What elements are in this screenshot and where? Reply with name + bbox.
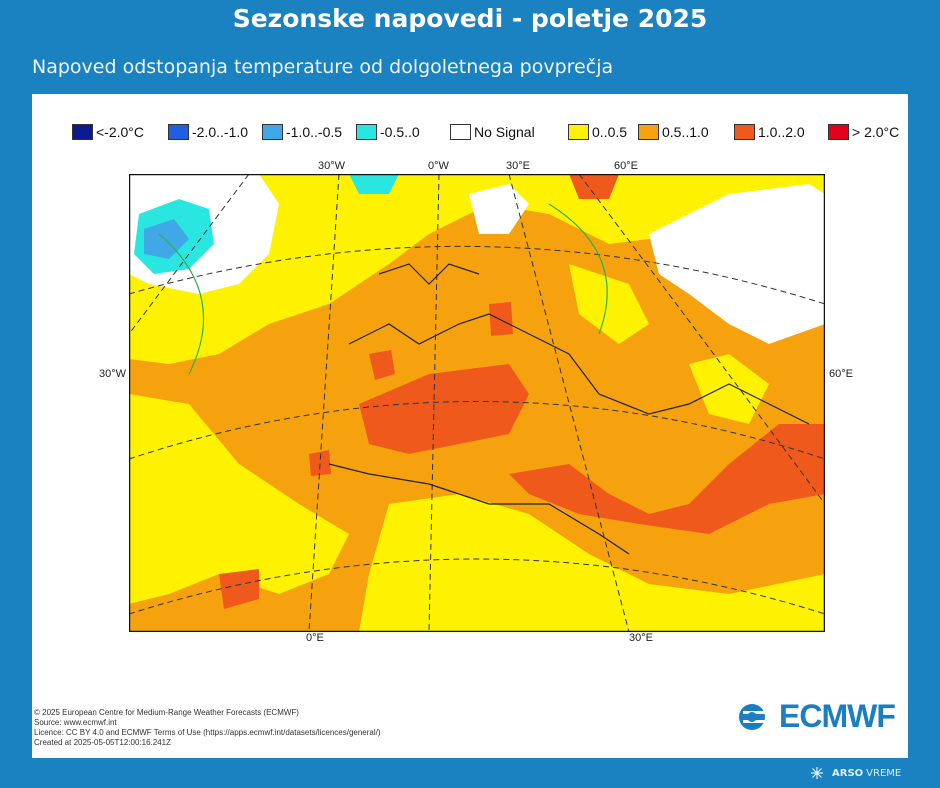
- coord-label-top: 30°E: [506, 160, 530, 172]
- legend-item: -1.0..-0.5: [262, 122, 342, 142]
- coord-label-right: 60°E: [829, 368, 853, 380]
- legend-swatch: [168, 124, 189, 140]
- legend-swatch: [734, 124, 755, 140]
- legend-item: No Signal: [450, 122, 535, 142]
- arso-brand: ARSO VREME: [810, 766, 901, 780]
- temperature-anomaly-map: [129, 174, 825, 632]
- anomaly-0-0.5-region: [689, 354, 769, 424]
- legend-item: -0.5..0: [356, 122, 420, 142]
- legend-label: -0.5..0: [380, 124, 420, 140]
- legend-label: -1.0..-0.5: [286, 124, 343, 140]
- page-subtitle: Napoved odstopanja temperature od dolgol…: [32, 56, 614, 78]
- no-signal-region: [469, 184, 529, 234]
- significance-contour: [158, 203, 608, 375]
- ecmwf-logo: ECMWF: [737, 698, 896, 735]
- legend-label: > 2.0°C: [852, 124, 900, 140]
- anomaly-minus-1.0-minus-0.5-region: [144, 219, 189, 259]
- map-panel: <-2.0°C -2.0..-1.0 -1.0..-0.5 -0.5..0 No…: [32, 94, 908, 758]
- map-frame: [129, 174, 825, 632]
- legend-swatch: [828, 124, 849, 140]
- coord-label-bottom: 30°E: [629, 632, 653, 644]
- legend-item: > 2.0°C: [828, 122, 899, 142]
- legend-label: <-2.0°C: [96, 124, 145, 140]
- ecmwf-logo-text: ECMWF: [779, 698, 896, 734]
- legend-swatch: [638, 124, 659, 140]
- coord-label-top: 30°W: [318, 160, 346, 172]
- legend-swatch: [262, 124, 283, 140]
- coord-label-top: 0°W: [428, 160, 449, 172]
- legend: <-2.0°C -2.0..-1.0 -1.0..-0.5 -0.5..0 No…: [72, 122, 912, 142]
- footer-copyright: © 2025 European Centre for Medium-Range …: [34, 708, 299, 717]
- legend-label: 1.0..2.0: [758, 124, 805, 140]
- footer-source: Source: www.ecmwf.int: [34, 718, 117, 727]
- legend-swatch: [72, 124, 93, 140]
- no-signal-region: [649, 184, 825, 344]
- anomaly-1.0-2.0-region: [509, 424, 825, 534]
- arso-brand-bold: ARSO: [832, 767, 864, 779]
- anomaly-1.0-2.0-region: [309, 450, 331, 476]
- coord-label-bottom: 0°E: [306, 632, 324, 644]
- graticule: [129, 174, 825, 632]
- legend-item: -2.0..-1.0: [168, 122, 248, 142]
- anomaly-0-0.5-region: [569, 264, 649, 344]
- footer-created: Created at 2025-05-05T12:00:16.241Z: [34, 738, 171, 747]
- anomaly-1.0-2.0-region: [489, 302, 513, 336]
- legend-label: No Signal: [474, 124, 535, 140]
- legend-swatch: [356, 124, 377, 140]
- legend-item: 0.5..1.0: [638, 122, 709, 142]
- footer-licence: Licence: CC BY 4.0 and ECMWF Terms of Us…: [34, 728, 381, 737]
- anomaly-0-0.5-region: [359, 494, 825, 632]
- legend-label: 0.5..1.0: [662, 124, 709, 140]
- ecmwf-logo-icon: [739, 703, 773, 730]
- anomaly-1.0-2.0-region: [369, 350, 395, 380]
- anomaly-1.0-2.0-region: [219, 569, 259, 609]
- anomaly-minus-0.5-0-region: [349, 174, 399, 194]
- snowflake-icon: [811, 767, 823, 779]
- legend-label: 0..0.5: [592, 124, 628, 140]
- legend-swatch: [450, 124, 471, 140]
- legend-swatch: [568, 124, 589, 140]
- legend-item: <-2.0°C: [72, 122, 144, 142]
- coord-label-top: 60°E: [614, 160, 638, 172]
- anomaly-1.0-2.0-region: [569, 174, 619, 199]
- anomaly-0-0.5-region: [129, 174, 825, 364]
- page-title: Sezonske napovedi - poletje 2025: [232, 4, 708, 33]
- legend-item: 1.0..2.0: [734, 122, 805, 142]
- legend-item: 0..0.5: [568, 122, 627, 142]
- anomaly-1.0-2.0-region: [359, 364, 529, 454]
- legend-label: -2.0..-1.0: [192, 124, 249, 140]
- coastline: [328, 263, 810, 555]
- anomaly-0-0.5-region: [129, 394, 349, 604]
- coord-label-left: 30°W: [99, 368, 127, 380]
- arso-brand-normal: VREME: [866, 767, 902, 779]
